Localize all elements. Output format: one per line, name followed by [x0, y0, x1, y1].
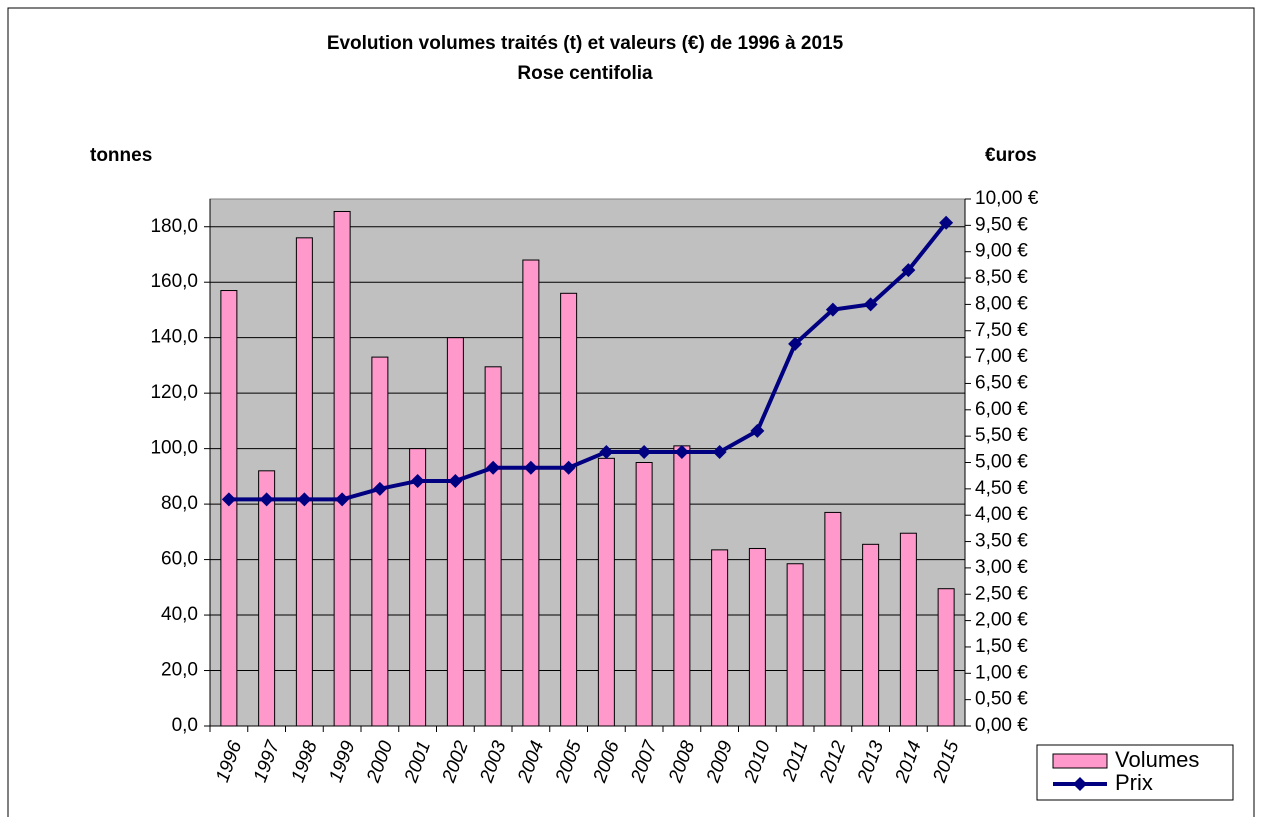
marker [712, 444, 727, 459]
y-tick-label: 20,0 [161, 660, 198, 681]
y2-tick-label: 3,50 € [975, 531, 1028, 552]
y2-tick-label: 7,50 € [975, 320, 1028, 341]
marker [561, 460, 576, 475]
legend-swatch [1052, 753, 1108, 769]
bar [409, 448, 427, 727]
chart-subtitle: Rose centifolia [517, 63, 653, 84]
bar [295, 237, 313, 727]
legend-marker [1073, 777, 1087, 791]
y2-tick-label: 3,00 € [975, 557, 1028, 578]
chart-title: Evolution volumes traités (t) et valeurs… [327, 33, 844, 54]
marker [825, 302, 840, 317]
marker [410, 473, 425, 488]
y2-tick-label: 9,50 € [975, 214, 1028, 235]
bar [824, 511, 842, 727]
bar [597, 457, 615, 727]
y-tick-label: 0,0 [172, 715, 198, 736]
y-tick-label: 100,0 [150, 438, 198, 459]
bar [220, 290, 238, 727]
marker [863, 297, 878, 312]
y2-tick-label: 5,00 € [975, 452, 1028, 473]
y2-tick-label: 0,00 € [975, 715, 1028, 736]
marker [939, 215, 954, 230]
bar [484, 366, 502, 727]
bar [937, 588, 955, 727]
y2-tick-label: 8,00 € [975, 293, 1028, 314]
bar [258, 470, 276, 727]
marker [637, 444, 652, 459]
marker [448, 473, 463, 488]
legend-label: Volumes [1115, 747, 1199, 772]
y-tick-label: 160,0 [150, 271, 198, 292]
y2-tick-label: 10,00 € [975, 188, 1039, 209]
y2-tick-label: 4,00 € [975, 504, 1028, 525]
y-tick-label: 120,0 [150, 382, 198, 403]
y2-tick-label: 5,50 € [975, 425, 1028, 446]
y2-tick-label: 1,00 € [975, 662, 1028, 683]
y-tick-label: 60,0 [161, 549, 198, 570]
bar [786, 563, 804, 727]
y2-axis-label: €uros [985, 145, 1037, 166]
y2-tick-label: 1,50 € [975, 636, 1028, 657]
y-tick-label: 180,0 [150, 216, 198, 237]
bar [522, 259, 540, 727]
bar [673, 445, 691, 727]
marker [523, 460, 538, 475]
bar [333, 210, 351, 727]
marker [259, 492, 274, 507]
bar [899, 532, 917, 727]
bar [748, 547, 766, 727]
y2-tick-label: 4,50 € [975, 478, 1028, 499]
y-tick-label: 80,0 [161, 493, 198, 514]
marker [674, 444, 689, 459]
legend-label: Prix [1115, 770, 1153, 795]
marker [372, 481, 387, 496]
marker [221, 492, 236, 507]
bar [711, 549, 729, 727]
y-axis-label: tonnes [90, 145, 152, 166]
y2-tick-label: 9,00 € [975, 241, 1028, 262]
plot-area [209, 198, 966, 727]
y2-tick-label: 8,50 € [975, 267, 1028, 288]
marker [297, 492, 312, 507]
y2-tick-label: 2,50 € [975, 583, 1028, 604]
marker [335, 492, 350, 507]
bar [635, 462, 653, 727]
marker [788, 336, 803, 351]
bar [446, 337, 464, 727]
bar [862, 543, 880, 727]
y2-tick-label: 6,50 € [975, 372, 1028, 393]
y2-tick-label: 7,00 € [975, 346, 1028, 367]
y-tick-label: 140,0 [150, 327, 198, 348]
bar [560, 292, 578, 727]
y2-tick-label: 0,50 € [975, 689, 1028, 710]
line [228, 221, 948, 502]
y-tick-label: 40,0 [161, 604, 198, 625]
y2-tick-label: 6,00 € [975, 399, 1028, 420]
marker [901, 263, 916, 278]
marker [486, 460, 501, 475]
marker [599, 444, 614, 459]
bar [371, 356, 389, 727]
marker [750, 423, 765, 438]
y2-tick-label: 2,00 € [975, 610, 1028, 631]
